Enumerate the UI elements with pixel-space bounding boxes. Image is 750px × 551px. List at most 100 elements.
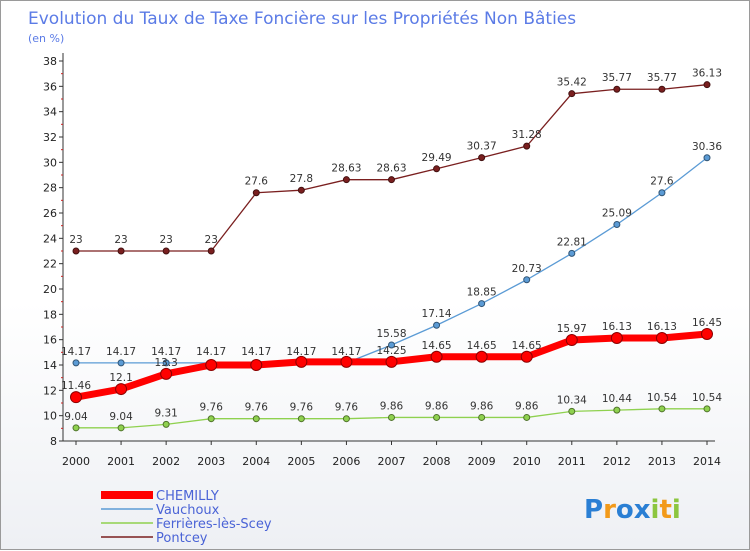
x-tick-label: 2006: [332, 455, 360, 468]
y-tick-label: 10: [43, 410, 57, 423]
data-point: [162, 420, 170, 428]
chart-subtitle: (en %): [28, 32, 64, 45]
data-label: 15.58: [376, 328, 406, 340]
x-tick-label: 2003: [197, 455, 225, 468]
data-label: 35.77: [647, 72, 677, 84]
series-Ferrières-lès-Scey: [72, 405, 711, 432]
y-tick-label: 20: [43, 283, 57, 296]
y-tick-label: 34: [43, 106, 57, 119]
proxiti-logo: Proxiti: [584, 495, 681, 525]
y-tick-label: 14: [43, 359, 57, 372]
data-label: 27.6: [245, 176, 269, 188]
data-label: 9.31: [154, 407, 177, 419]
data-point: [433, 321, 441, 329]
data-label: 23: [69, 234, 82, 246]
data-point: [117, 424, 125, 432]
data-label: 15.97: [557, 323, 587, 335]
data-label: 14.17: [151, 346, 181, 358]
data-point: [568, 90, 576, 98]
data-label: 10.34: [557, 394, 587, 406]
x-tick-label: 2002: [152, 455, 180, 468]
data-point: [252, 189, 260, 197]
data-point: [478, 154, 486, 162]
data-label: 9.76: [290, 402, 314, 414]
data-point: [388, 176, 395, 184]
data-point: [613, 406, 621, 414]
y-tick-label: 26: [43, 207, 57, 220]
y-tick-label: 8: [50, 435, 57, 448]
data-label: 17.14: [422, 308, 452, 320]
x-tick-label: 2000: [62, 455, 90, 468]
y-tick-label: 18: [43, 308, 57, 321]
data-point: [162, 247, 170, 255]
data-point: [703, 405, 711, 413]
data-point: [433, 165, 441, 173]
y-tick-label: 12: [43, 384, 57, 397]
data-label: 30.36: [692, 141, 722, 153]
data-point: [613, 85, 621, 93]
data-label: 9.04: [109, 411, 133, 423]
data-label: 16.13: [647, 321, 677, 333]
data-label: 9.76: [245, 402, 269, 414]
data-point: [388, 413, 395, 421]
data-point: [72, 247, 80, 255]
data-label: 10.54: [647, 392, 677, 404]
data-label: 14.25: [376, 345, 406, 357]
data-point: [703, 81, 711, 89]
data-point: [340, 355, 353, 368]
data-label: 23: [114, 234, 127, 246]
data-point: [342, 176, 350, 184]
data-point: [72, 424, 80, 432]
series-CHEMILLY: [70, 327, 713, 404]
x-tick-label: 2010: [513, 455, 541, 468]
data-label: 16.13: [602, 321, 632, 333]
data-label: 14.65: [422, 340, 452, 352]
data-point: [115, 383, 128, 396]
data-label: 14.17: [61, 346, 91, 358]
legend-label: Pontcey: [156, 531, 208, 546]
logo-letter: r: [603, 495, 616, 525]
data-label: 14.17: [241, 346, 271, 358]
data-label: 14.65: [467, 340, 497, 352]
labels-Pontcey: 23 23 23 23 27.6 27.8 28.63 28.63 29.49 30.37 31.2…: [69, 68, 722, 246]
data-label: 9.76: [200, 402, 224, 414]
data-label: 27.6: [650, 176, 674, 188]
legend-label: CHEMILLY: [156, 489, 219, 504]
legend-label: Ferrières-lès-Scey: [156, 517, 272, 532]
data-label: 28.63: [376, 163, 406, 175]
data-point: [385, 355, 398, 368]
data-label: 16.45: [692, 317, 722, 329]
x-tick-label: 2013: [648, 455, 676, 468]
data-point: [207, 415, 215, 423]
x-tick-label: 2001: [107, 455, 135, 468]
logo-letter: i: [651, 495, 660, 525]
axes: 8 10 12 14 16 18 20 22 24 26 28 30 32 34 36 38 2000 2001 2…: [43, 53, 721, 468]
data-label: 35.42: [557, 77, 587, 89]
data-point: [297, 415, 305, 423]
data-point: [565, 334, 578, 347]
logo-letter: P: [584, 495, 603, 525]
data-point: [72, 359, 80, 367]
data-label: 11.46: [61, 380, 91, 392]
data-point: [520, 350, 533, 363]
y-tick-label: 28: [43, 182, 57, 195]
data-label: 14.65: [512, 340, 542, 352]
data-label: 10.44: [602, 393, 632, 405]
series-Pontcey: [72, 81, 711, 255]
data-point: [658, 85, 666, 93]
legend: CHEMILLYVauchouxFerrières-lès-SceyPontce…: [101, 489, 272, 546]
data-point: [568, 407, 576, 415]
labels-Vauchoux: 14.17 14.17 14.17 14.17 14.17 14.17 14.17 15.58…: [61, 141, 722, 358]
data-point: [117, 247, 125, 255]
x-tick-label: 2004: [242, 455, 270, 468]
data-label: 13.3: [154, 357, 177, 369]
data-label: 35.77: [602, 72, 632, 84]
data-point: [475, 350, 488, 363]
y-tick-label: 24: [43, 232, 57, 245]
x-tick-label: 2012: [603, 455, 631, 468]
data-point: [207, 247, 215, 255]
data-point: [568, 249, 576, 257]
labels-CHEMILLY: 11.46 12.1 13.3 14.25 14.65 14.65 14.65 15.97 16…: [61, 317, 722, 392]
data-point: [430, 350, 443, 363]
